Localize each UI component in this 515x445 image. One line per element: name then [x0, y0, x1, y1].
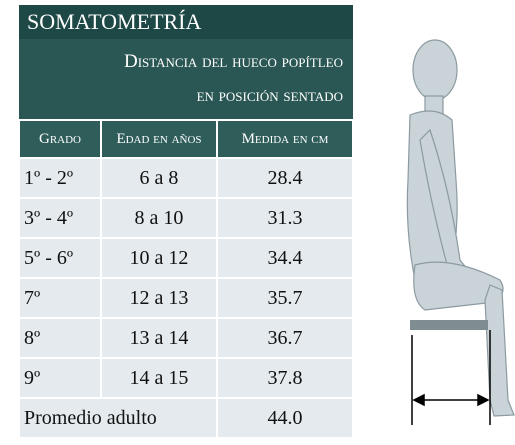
table-cell: 8 a 10 [100, 197, 218, 239]
subtitle-line: Distancia del hueco popítleo [123, 51, 343, 72]
table-cell: 3º - 4º [18, 197, 102, 239]
table-row: 7º 12 a 13 35.7 [18, 277, 354, 319]
footer-value: 44.0 [216, 397, 354, 439]
table-body: 1º - 2º 6 a 8 28.4 3º - 4º 8 a 10 31.3 5º - 6º… [18, 157, 354, 399]
table-cell: 35.7 [216, 277, 354, 319]
title: SOMATOMETRÍA [19, 5, 353, 39]
table-cell: 31.3 [216, 197, 354, 239]
table-cell: 12 a 13 [100, 277, 218, 319]
table-cell: 28.4 [216, 157, 354, 199]
seat [410, 320, 488, 330]
header-cell: Grado [18, 119, 102, 159]
table-cell: 6 a 8 [100, 157, 218, 199]
table-cell: 7º [18, 277, 102, 319]
footer-row: Promedio adulto 44.0 [18, 397, 354, 439]
table-cell: 9º [18, 357, 102, 399]
table-cell: 37.8 [216, 357, 354, 399]
table-row: 1º - 2º 6 a 8 28.4 [18, 157, 354, 199]
table-cell: 8º [18, 317, 102, 359]
table-cell: 1º - 2º [18, 157, 102, 199]
header-cell: Medida en cm [216, 119, 354, 159]
subtitle-line: en posición sentado [196, 85, 343, 106]
header-row: Grado Edad en años Medida en cm [18, 119, 354, 159]
table-cell: 36.7 [216, 317, 354, 359]
table-cell: 10 a 12 [100, 237, 218, 279]
header-cell: Edad en años [100, 119, 218, 159]
table-cell: 14 a 15 [100, 357, 218, 399]
subtitle: Distancia del hueco popítleo en posición… [19, 39, 353, 120]
table-row: 8º 13 a 14 36.7 [18, 317, 354, 359]
table-row: 5º - 6º 10 a 12 34.4 [18, 237, 354, 279]
table-cell: 13 a 14 [100, 317, 218, 359]
table: SOMATOMETRÍA Distancia del hueco popítle… [18, 5, 354, 439]
table-row: 9º 14 a 15 37.8 [18, 357, 354, 399]
table-cell: 5º - 6º [18, 237, 102, 279]
table-cell: 34.4 [216, 237, 354, 279]
footer-label: Promedio adulto [18, 397, 218, 439]
seated-figure [406, 39, 515, 425]
table-row: 3º - 4º 8 a 10 31.3 [18, 197, 354, 239]
